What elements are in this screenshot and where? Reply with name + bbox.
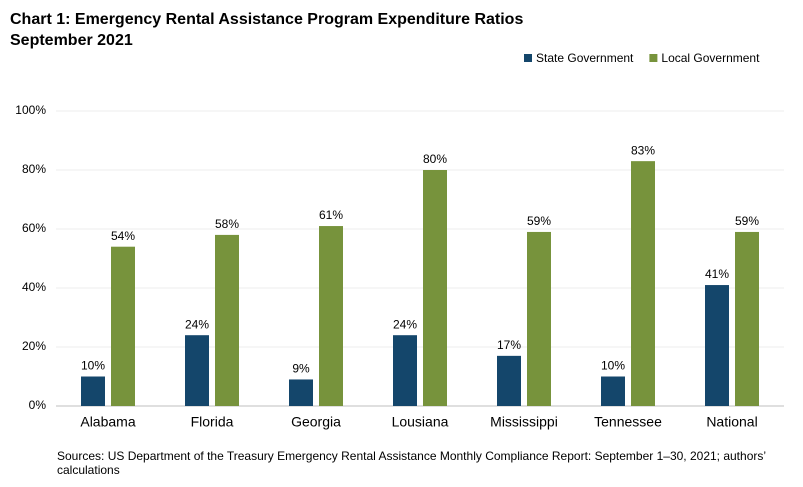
bar (319, 226, 343, 406)
bar (289, 379, 313, 406)
x-tick-label: Tennessee (594, 414, 662, 430)
data-label: 24% (185, 317, 209, 331)
x-tick-label: Alabama (80, 414, 135, 430)
data-label: 41% (705, 267, 729, 281)
y-tick-label: 0% (29, 398, 47, 412)
source-note: Sources: US Department of the Treasury E… (57, 449, 766, 477)
data-label: 59% (527, 214, 551, 228)
y-tick-label: 40% (22, 280, 46, 294)
bar (215, 234, 239, 406)
y-tick-label: 20% (22, 339, 46, 353)
data-label: 58% (215, 217, 239, 231)
x-tick-label: Florida (191, 414, 234, 430)
bar (631, 161, 655, 406)
data-label: 54% (111, 229, 135, 243)
legend-label: State Government (536, 51, 634, 65)
data-label: 24% (393, 317, 417, 331)
y-tick-label: 80% (22, 162, 46, 176)
x-tick-label: Georgia (291, 414, 341, 430)
data-label: 10% (601, 359, 625, 373)
data-label: 80% (423, 152, 447, 166)
data-label: 83% (631, 143, 655, 157)
legend-swatch (524, 54, 532, 62)
bar (81, 376, 105, 406)
chart-title: Chart 1: Emergency Rental Assistance Pro… (10, 11, 523, 28)
bar (735, 231, 759, 406)
x-tick-label: Lousiana (392, 414, 449, 430)
bar (185, 335, 209, 406)
bar (705, 285, 729, 406)
x-tick-label: National (706, 414, 757, 430)
bar (111, 246, 135, 406)
x-tick-label: Mississippi (490, 414, 558, 430)
bar (601, 376, 625, 406)
data-label: 59% (735, 214, 759, 228)
chart-subtitle: September 2021 (10, 32, 133, 49)
bar (527, 231, 551, 406)
data-label: 17% (497, 338, 521, 352)
bar (393, 335, 417, 406)
legend-swatch (649, 54, 658, 62)
data-label: 61% (319, 208, 343, 222)
data-label: 10% (81, 359, 105, 373)
legend-label: Local Government (661, 51, 760, 65)
bar (423, 170, 447, 406)
data-label: 9% (292, 362, 310, 376)
y-tick-label: 60% (22, 221, 46, 235)
y-tick-label: 100% (15, 103, 46, 117)
bar (497, 355, 521, 406)
